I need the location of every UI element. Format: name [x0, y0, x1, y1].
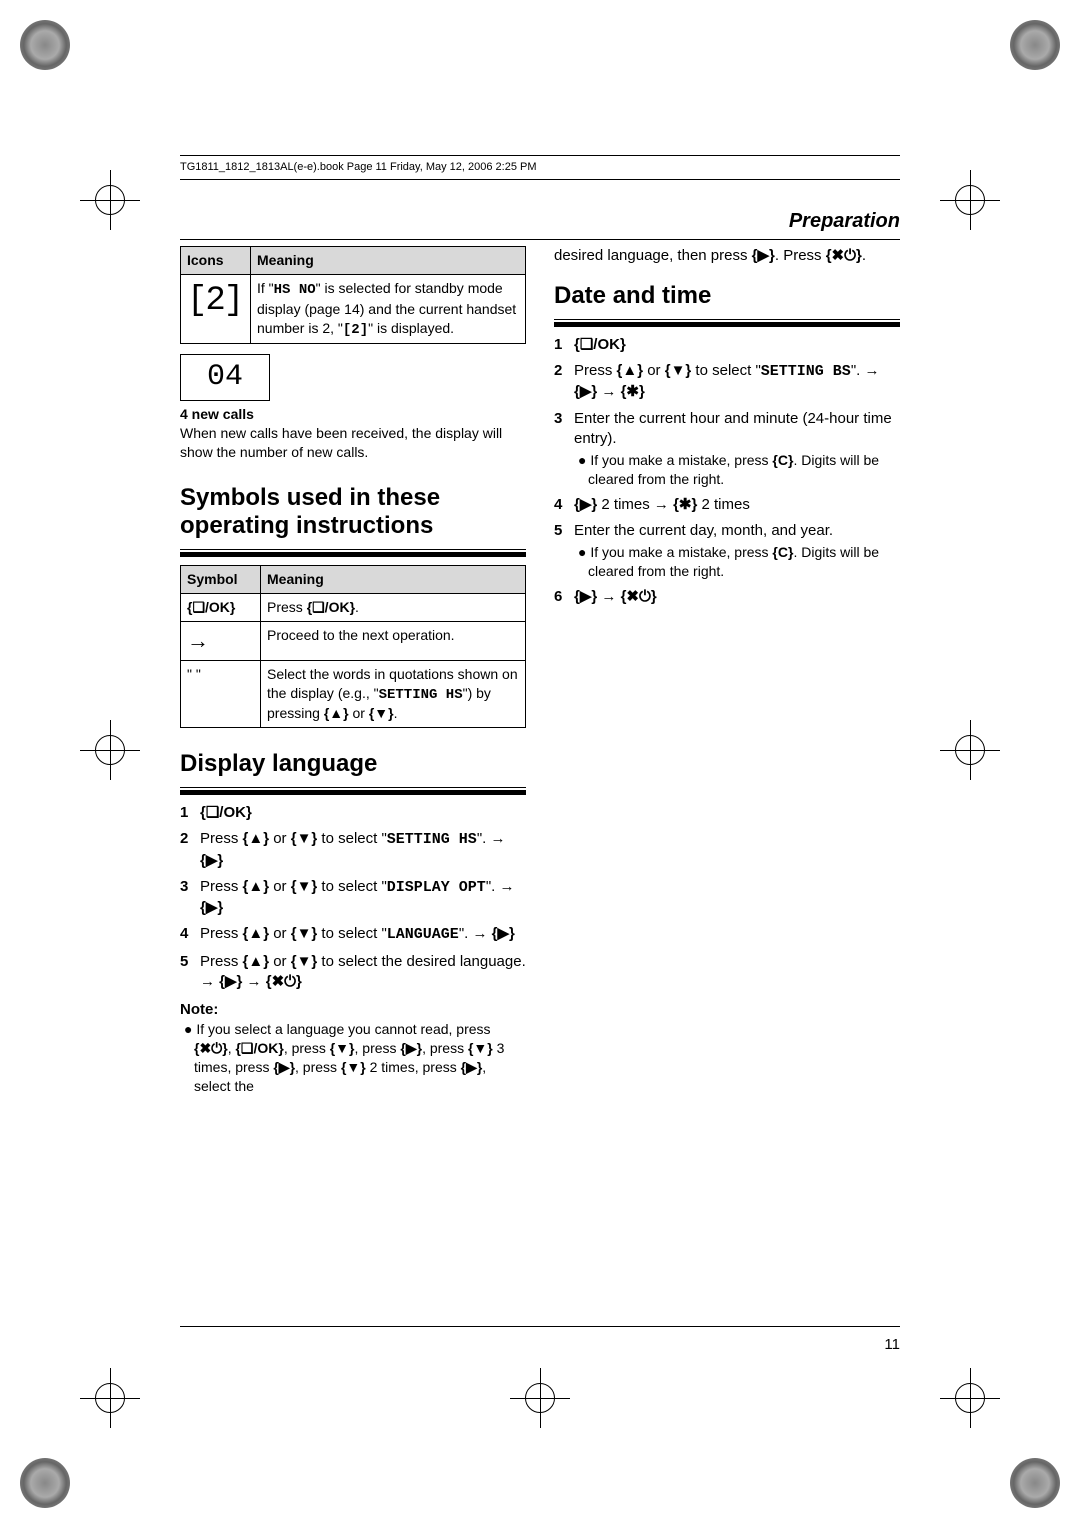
symbol-cell: → — [181, 621, 261, 660]
note-body: ● If you select a language you cannot re… — [194, 1020, 526, 1096]
symbol-cell: {❏/OK} — [181, 594, 261, 622]
step-text: Press {▲} or {▼} to select the desired l… — [200, 952, 526, 993]
step-main: Enter the current day, month, and year. — [574, 522, 833, 539]
running-header: TG1811_1812_1813AL(e-e).book Page 11 Fri… — [180, 155, 900, 180]
new-calls-label: 4 new calls — [180, 406, 254, 422]
icon-cell: [2] — [181, 274, 251, 344]
crop-mark-tr — [1010, 20, 1060, 70]
registration-mark — [80, 1368, 140, 1428]
registration-mark — [80, 720, 140, 780]
step-text: {❏/OK} — [200, 803, 526, 823]
symbol-cell: " " — [181, 660, 261, 728]
registration-mark — [940, 1368, 1000, 1428]
date-time-steps: 1{❏/OK} 2Press {▲} or {▼} to select "SET… — [554, 335, 900, 608]
step-sub: ● If you make a mistake, press {C}. Digi… — [588, 451, 900, 489]
new-calls-callout: 4 new calls When new calls have been rec… — [180, 405, 526, 462]
step-text: Press {▲} or {▼} to select "LANGUAGE". →… — [200, 924, 526, 945]
step-text: Enter the current hour and minute (24-ho… — [574, 409, 900, 489]
new-calls-text: When new calls have been received, the d… — [180, 425, 502, 460]
right-column: desired language, then press {▶}. Press … — [554, 246, 900, 1096]
step-text: Press {▲} or {▼} to select "DISPLAY OPT"… — [200, 877, 526, 919]
page-content: TG1811_1812_1813AL(e-e).book Page 11 Fri… — [180, 155, 900, 1355]
crop-mark-br — [1010, 1458, 1060, 1508]
note-label: Note: — [180, 1000, 526, 1020]
registration-mark — [80, 170, 140, 230]
step-text: Enter the current day, month, and year. … — [574, 521, 900, 581]
symbol-meaning-cell: Select the words in quotations shown on … — [261, 660, 526, 728]
lcd-callout: 04 — [180, 354, 270, 401]
step-text: Press {▲} or {▼} to select "SETTING HS".… — [200, 829, 526, 871]
symbol-meaning-cell: Press {❏/OK}. — [261, 594, 526, 622]
symbols-table: Symbol Meaning {❏/OK} Press {❏/OK}. → Pr… — [180, 565, 526, 728]
step-sub: ● If you make a mistake, press {C}. Digi… — [588, 543, 900, 581]
crop-mark-bl — [20, 1458, 70, 1508]
registration-mark — [940, 720, 1000, 780]
symbols-heading: Symbols used in these operating instruct… — [180, 484, 526, 542]
icons-table: Icons Meaning [2] If "HS NO" is selected… — [180, 246, 526, 345]
icons-col-header: Icons — [181, 246, 251, 274]
step-text: {▶} → {✖⏻} — [574, 587, 900, 607]
icon-meaning-cell: If "HS NO" is selected for standby mode … — [251, 274, 526, 344]
footer-rule — [180, 1326, 900, 1327]
registration-mark — [940, 170, 1000, 230]
registration-mark — [510, 1368, 570, 1428]
step-text: {▶} 2 times → {✱} 2 times — [574, 495, 900, 515]
display-language-heading: Display language — [180, 750, 526, 779]
step-text: Press {▲} or {▼} to select "SETTING BS".… — [574, 361, 900, 403]
symbol-meaning-cell: Proceed to the next operation. — [261, 621, 526, 660]
crop-mark-tl — [20, 20, 70, 70]
note-continuation: desired language, then press {▶}. Press … — [554, 246, 900, 266]
date-time-heading: Date and time — [554, 282, 900, 311]
left-column: Icons Meaning [2] If "HS NO" is selected… — [180, 246, 526, 1096]
step-main: Enter the current hour and minute (24-ho… — [574, 410, 892, 447]
section-heading: Preparation — [180, 208, 900, 240]
page-number: 11 — [884, 1331, 900, 1355]
symbol-col-header: Symbol — [181, 566, 261, 594]
display-language-steps: 1{❏/OK} 2Press {▲} or {▼} to select "SET… — [180, 803, 526, 992]
header-text: TG1811_1812_1813AL(e-e).book Page 11 Fri… — [180, 161, 537, 173]
meaning-col-header: Meaning — [251, 246, 526, 274]
step-text: {❏/OK} — [574, 335, 900, 355]
symbol-meaning-header: Meaning — [261, 566, 526, 594]
